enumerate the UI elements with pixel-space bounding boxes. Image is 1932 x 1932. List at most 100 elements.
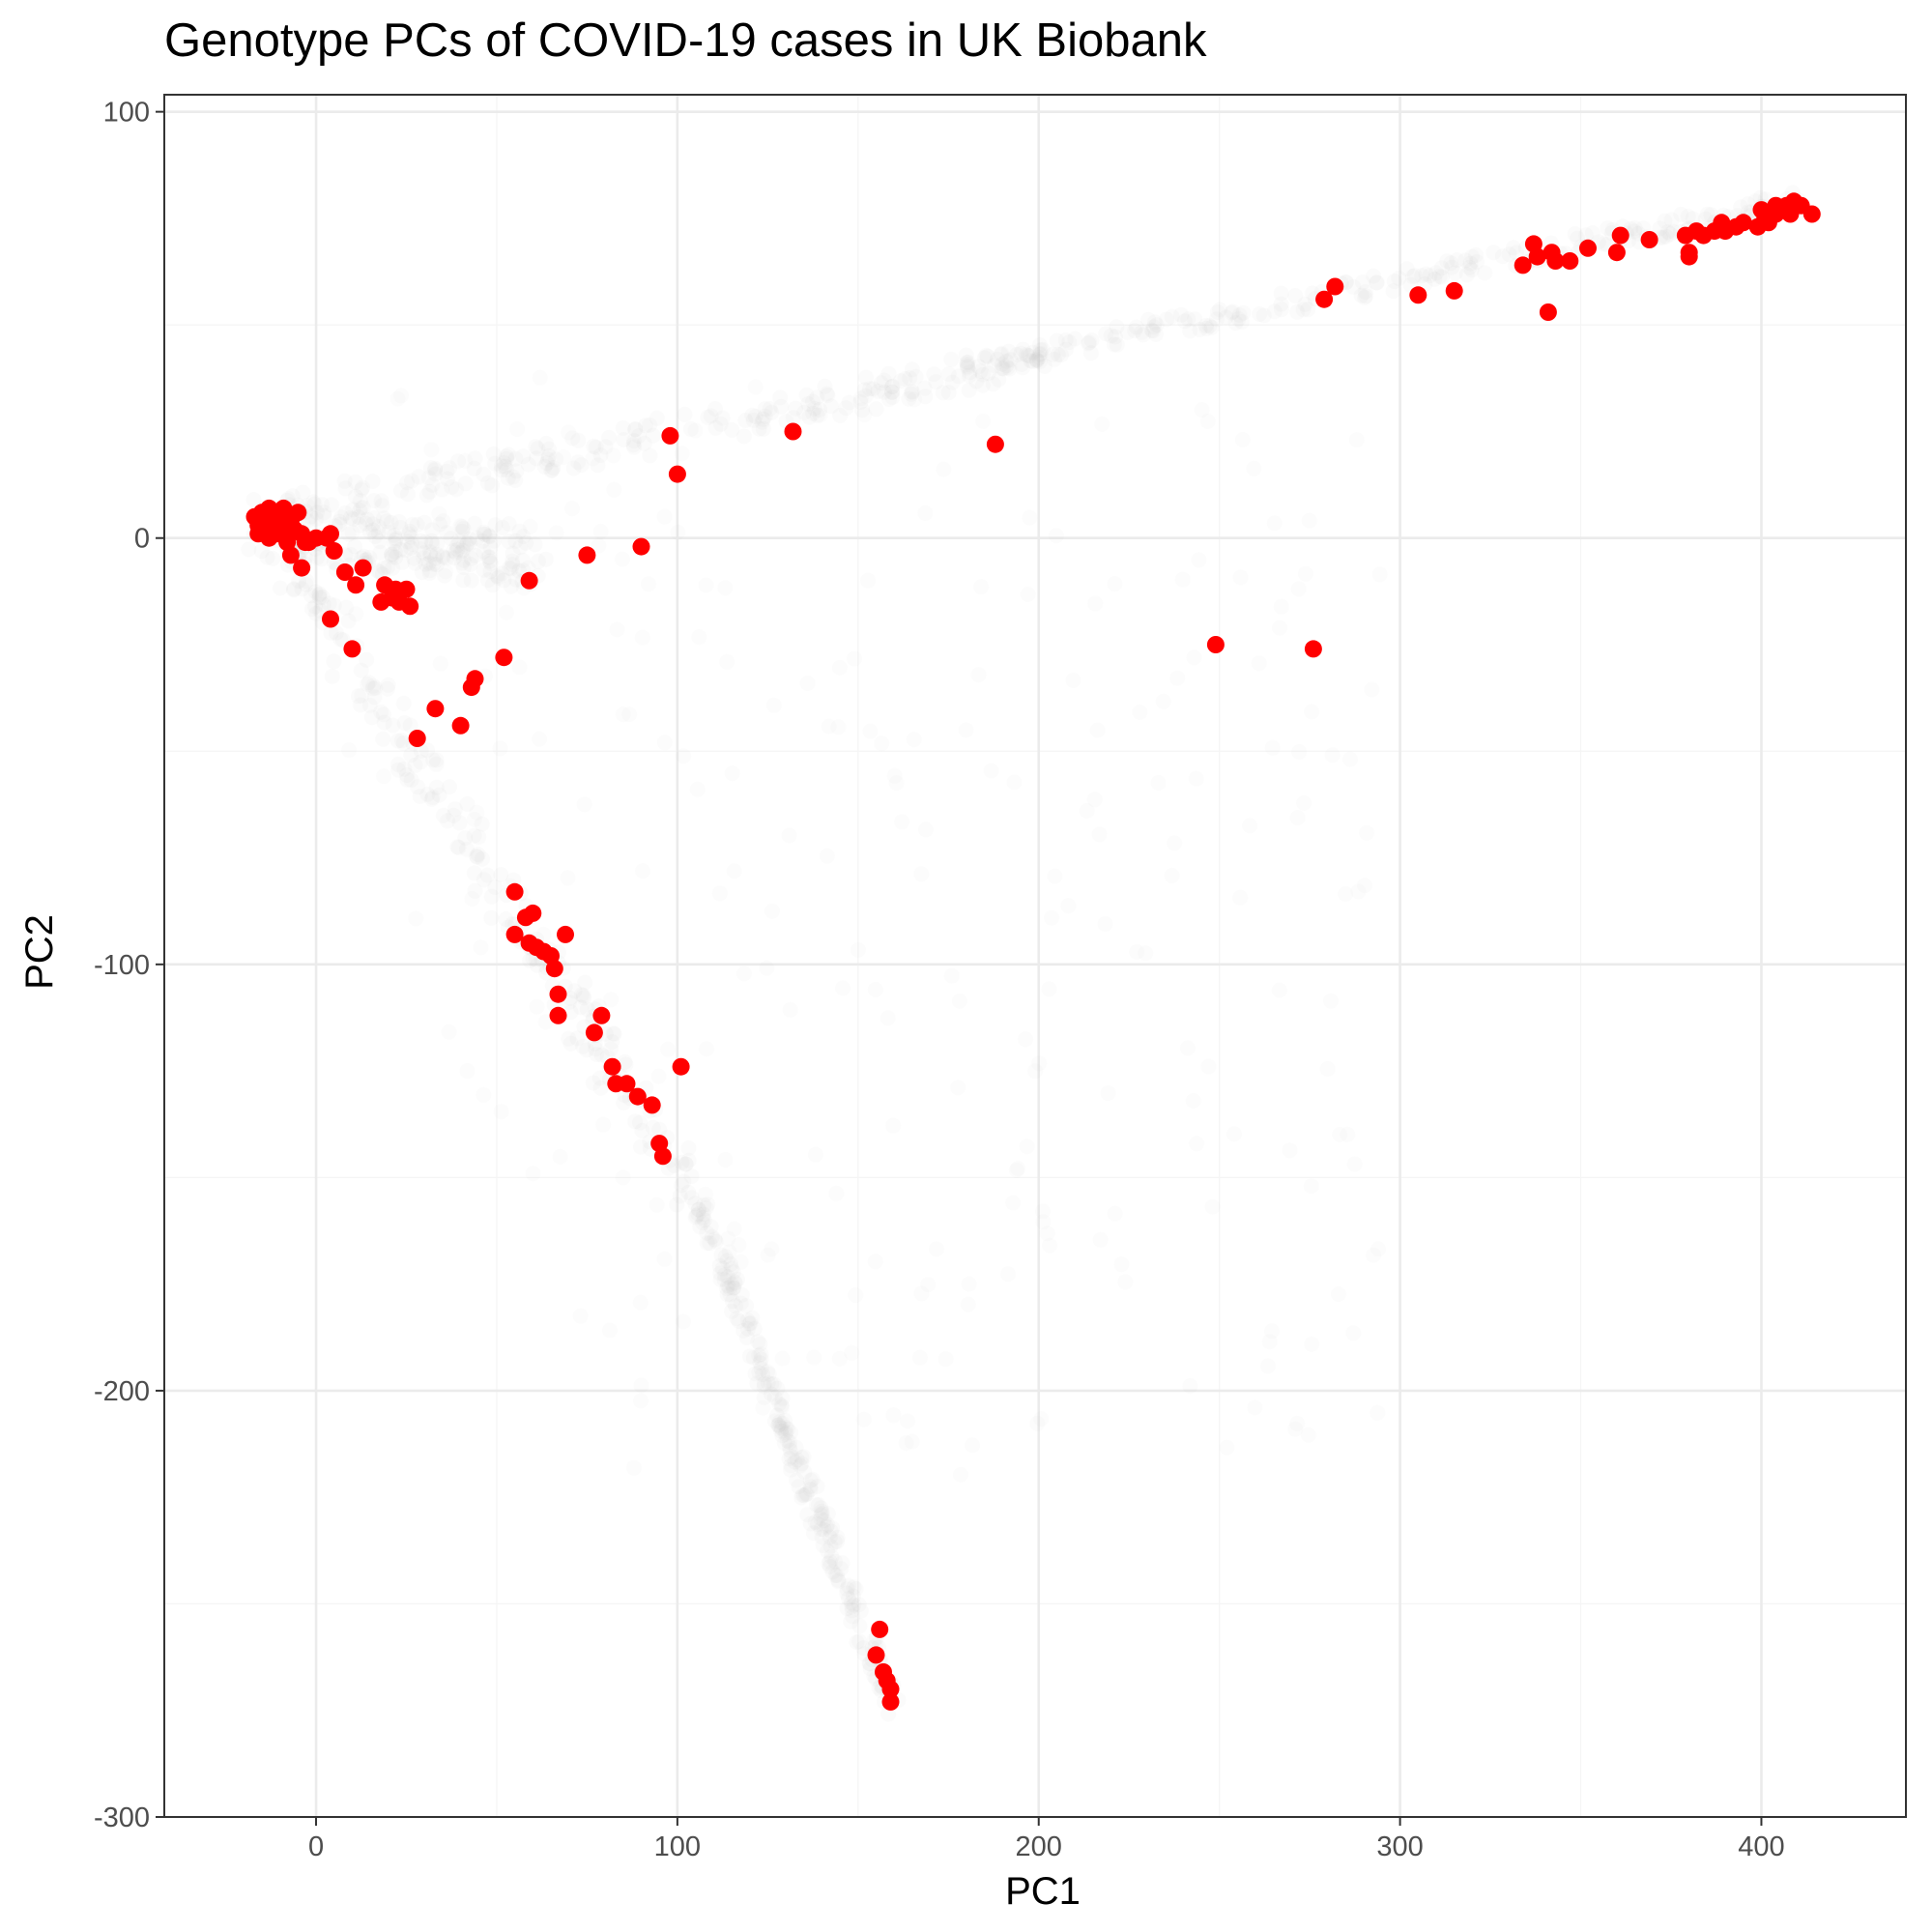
background-point	[1231, 307, 1248, 323]
background-point	[1182, 323, 1198, 339]
x-axis-title: PC1	[1005, 1870, 1081, 1913]
background-point	[1341, 751, 1358, 767]
background-point	[731, 1237, 747, 1254]
background-point	[843, 1595, 859, 1611]
background-point	[449, 839, 466, 855]
background-point	[731, 1313, 747, 1329]
background-point	[452, 545, 469, 561]
background-point	[806, 400, 822, 417]
case-point	[867, 1646, 885, 1664]
background-point	[1127, 323, 1143, 339]
background-point	[874, 735, 890, 752]
background-point	[457, 830, 474, 846]
background-point	[769, 1380, 786, 1397]
background-point	[759, 960, 775, 976]
background-point	[435, 549, 451, 565]
background-point	[1140, 311, 1157, 328]
background-point	[950, 368, 966, 385]
background-point	[703, 1219, 719, 1235]
background-point	[1414, 268, 1430, 284]
case-point	[545, 960, 563, 978]
background-point	[761, 1366, 777, 1382]
background-point	[772, 1419, 789, 1435]
background-point	[993, 346, 1009, 362]
background-point	[858, 369, 874, 386]
background-point	[707, 1233, 724, 1250]
background-point	[397, 542, 414, 559]
background-point	[729, 1311, 745, 1327]
background-point	[586, 438, 602, 454]
background-point	[522, 518, 538, 534]
background-point	[1431, 268, 1448, 284]
background-point	[422, 544, 438, 561]
background-point	[726, 1280, 742, 1296]
background-point	[458, 536, 475, 553]
x-tick-label: 100	[654, 1831, 701, 1862]
background-point	[494, 565, 510, 582]
background-point	[1659, 224, 1676, 240]
background-point	[804, 1471, 821, 1487]
background-point	[540, 451, 556, 468]
background-point	[717, 1152, 734, 1168]
background-point	[1081, 335, 1097, 352]
case-point	[578, 546, 596, 564]
background-point	[323, 624, 339, 641]
background-point	[1232, 889, 1249, 906]
background-point	[1145, 319, 1162, 335]
background-point	[505, 553, 521, 569]
background-point	[1082, 345, 1099, 361]
background-point	[1346, 1156, 1363, 1172]
background-point	[400, 486, 416, 503]
case-point	[274, 499, 293, 517]
background-point	[830, 1572, 847, 1588]
background-point	[763, 1386, 779, 1402]
background-point	[500, 470, 516, 486]
background-point	[1169, 670, 1186, 686]
background-point	[538, 455, 555, 472]
background-point	[699, 1235, 715, 1252]
background-point	[324, 497, 339, 513]
background-point	[479, 475, 496, 491]
background-point	[615, 706, 631, 723]
background-point	[507, 473, 524, 488]
background-point	[770, 1417, 787, 1433]
background-point	[354, 687, 370, 704]
background-point	[241, 541, 257, 558]
background-point	[1295, 302, 1312, 318]
background-point	[1000, 1266, 1016, 1283]
background-point	[476, 527, 493, 543]
background-point	[1304, 1336, 1320, 1352]
background-point	[632, 1139, 649, 1155]
y-tick-label: 0	[134, 524, 150, 555]
background-point	[637, 418, 653, 434]
background-point	[309, 505, 325, 521]
background-point	[725, 1280, 741, 1296]
background-point	[813, 1507, 829, 1523]
background-point	[959, 357, 975, 372]
case-point	[520, 571, 538, 590]
background-point	[366, 689, 383, 706]
background-point	[1289, 303, 1306, 320]
background-point	[699, 1225, 715, 1241]
background-point	[690, 1201, 706, 1218]
background-point	[589, 1047, 605, 1062]
background-point	[1219, 1439, 1235, 1456]
background-point	[839, 1585, 855, 1601]
background-point	[501, 533, 517, 550]
background-point	[755, 1367, 771, 1383]
background-point	[1015, 360, 1031, 376]
background-point	[820, 1506, 836, 1522]
background-point	[561, 1030, 577, 1047]
background-point	[376, 768, 391, 785]
background-point	[360, 677, 376, 692]
background-point	[386, 527, 402, 543]
background-point	[1345, 278, 1362, 295]
background-point	[603, 992, 620, 1008]
background-point	[1103, 328, 1119, 344]
background-point	[340, 613, 357, 629]
background-point	[1505, 240, 1521, 256]
background-point	[419, 742, 435, 759]
background-point	[347, 488, 363, 505]
background-point	[819, 386, 835, 402]
